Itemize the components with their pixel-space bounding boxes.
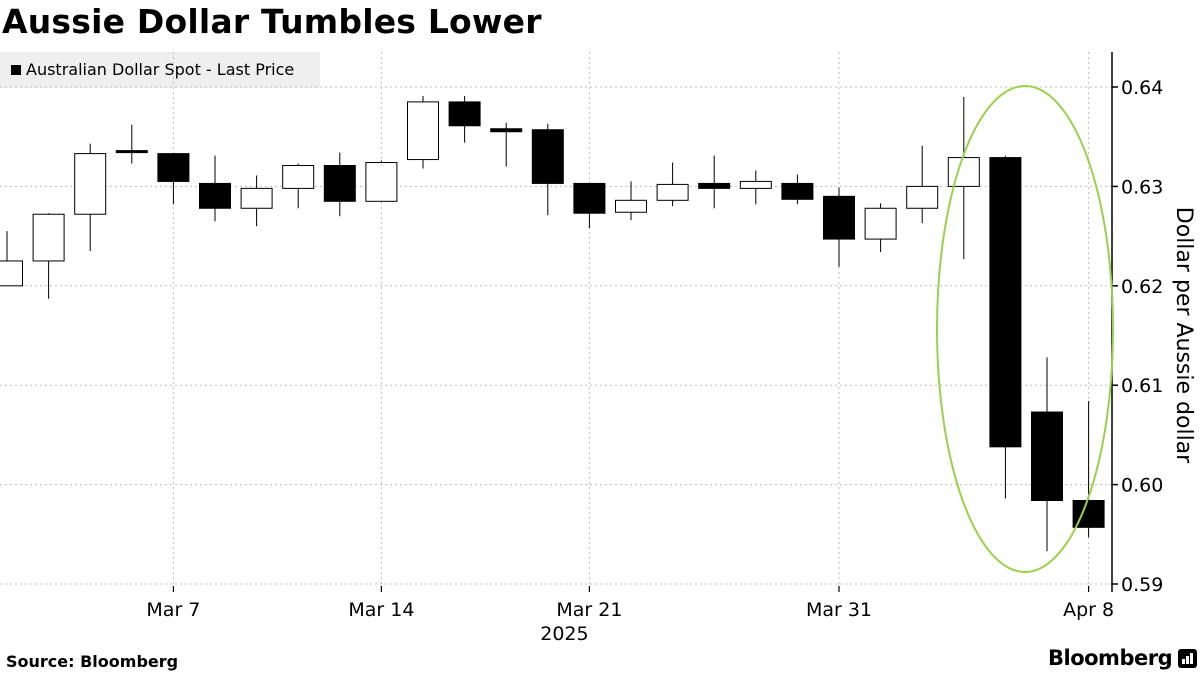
candle-body — [365, 162, 398, 202]
candle-body — [864, 207, 897, 240]
legend: Australian Dollar Spot - Last Price — [0, 52, 320, 88]
candle-body — [989, 157, 1022, 448]
legend-label: Australian Dollar Spot - Last Price — [26, 60, 295, 79]
highlight-ellipse — [936, 85, 1114, 573]
candle-body — [615, 199, 647, 213]
y-tick-label: 0.64 — [1121, 77, 1163, 99]
candle-body — [781, 182, 814, 200]
candle-body — [490, 128, 523, 133]
candle-body — [0, 260, 23, 287]
candle-body — [240, 187, 273, 209]
candle-body — [32, 213, 65, 262]
candle-body — [739, 180, 772, 189]
candle-body — [323, 165, 356, 202]
x-year-label: 2025 — [540, 623, 588, 645]
y-tick-label: 0.61 — [1121, 375, 1163, 397]
x-tick-label: Mar 21 — [556, 599, 622, 621]
candle-body — [1031, 411, 1063, 502]
candle-body — [448, 101, 481, 127]
y-tick-label: 0.63 — [1121, 176, 1163, 198]
x-tick-label: Mar 14 — [348, 599, 414, 621]
candle-body — [282, 165, 315, 189]
x-tick-label: Apr 8 — [1063, 599, 1114, 621]
candle-body — [115, 150, 148, 154]
candle-body — [74, 153, 107, 215]
candle-body — [157, 153, 190, 182]
chart-title: Aussie Dollar Tumbles Lower — [2, 2, 542, 41]
y-axis-label: Dollar per Aussie dollar — [1171, 207, 1196, 464]
candle-body — [531, 129, 564, 184]
candle-body — [823, 195, 855, 240]
legend-swatch — [11, 65, 21, 75]
x-tick-label: Mar 31 — [806, 599, 872, 621]
bloomberg-terminal-icon — [1178, 649, 1197, 668]
y-tick-label: 0.62 — [1121, 276, 1163, 298]
candle-body — [698, 182, 731, 189]
candle-body — [199, 182, 231, 209]
candle-body — [407, 101, 439, 161]
brand-logo-text: Bloomberg — [1048, 646, 1173, 670]
candle-body — [656, 183, 689, 201]
x-tick-label: Mar 7 — [146, 599, 200, 621]
source-note: Source: Bloomberg — [6, 652, 179, 671]
candle-body — [947, 157, 980, 187]
y-tick-label: 0.59 — [1121, 574, 1163, 596]
candle-body — [573, 182, 606, 214]
y-tick-label: 0.60 — [1121, 475, 1163, 497]
candle-body — [906, 185, 939, 209]
